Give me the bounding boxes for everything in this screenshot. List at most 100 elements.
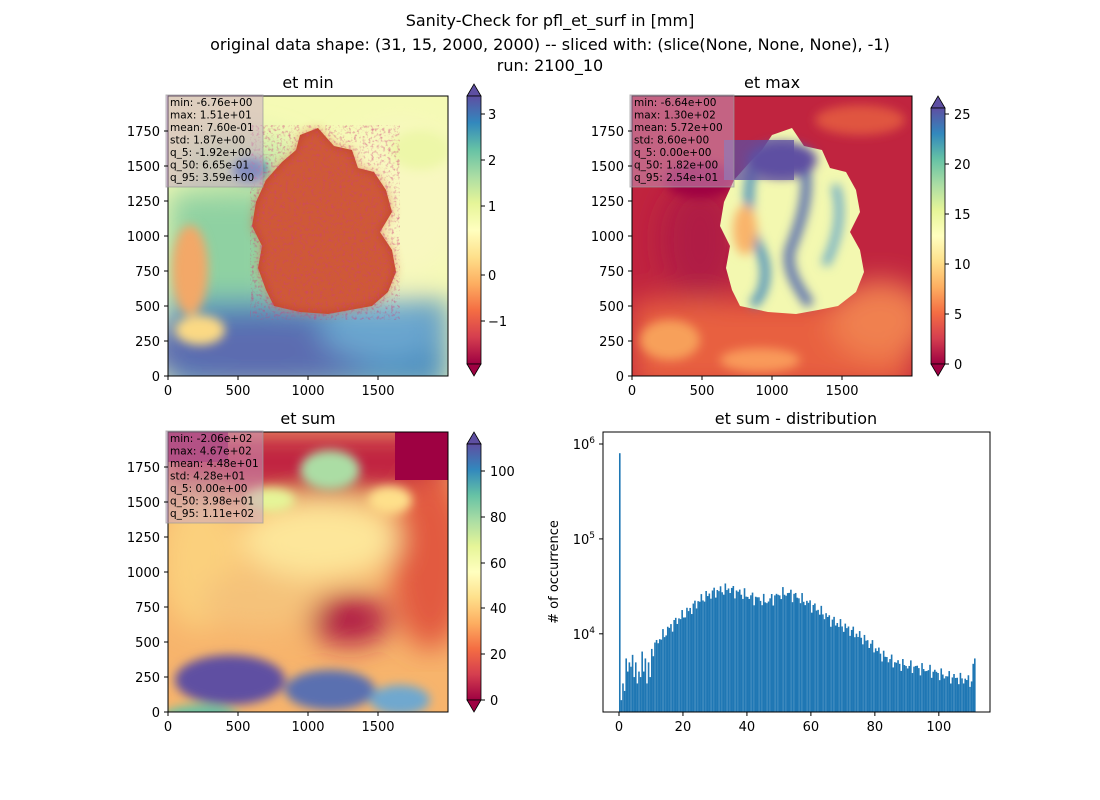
x-tick-label: 500 xyxy=(226,384,251,399)
x-axis-et-max: 0 500 1000 1500 xyxy=(628,376,859,399)
histogram-bar xyxy=(820,605,823,712)
histogram-bar xyxy=(804,605,807,712)
histogram-bar xyxy=(974,658,976,712)
x-tick-label: 500 xyxy=(690,384,715,399)
histogram-bar xyxy=(628,662,631,712)
stat-q5: q_5: 0.00e+00 xyxy=(634,147,711,159)
stat-min: min: -6.76e+00 xyxy=(170,97,252,109)
stat-q50: q_50: 6.65e-01 xyxy=(170,160,249,172)
histogram-bar xyxy=(655,639,658,712)
y-tick-label: 1500 xyxy=(591,160,624,175)
histogram-bar xyxy=(902,659,904,712)
histogram-bar xyxy=(711,590,714,712)
histogram-bar xyxy=(722,594,725,712)
stats-box-et-sum: min: -2.06e+02 max: 4.67e+02 mean: 4.48e… xyxy=(165,430,264,524)
stat-min: min: -6.64e+00 xyxy=(634,97,716,109)
histogram-bar xyxy=(948,671,951,712)
histogram-bar xyxy=(924,671,927,712)
histogram-bar xyxy=(769,598,771,712)
histogram-bar xyxy=(649,677,651,712)
colorbar-tick-label: 5 xyxy=(954,308,962,323)
histogram-bar xyxy=(786,593,789,712)
histogram-bar xyxy=(905,666,907,712)
histogram-bar xyxy=(889,659,891,712)
histogram-bar xyxy=(906,668,909,712)
x-tick-label: 1500 xyxy=(361,720,394,735)
histogram-bar xyxy=(860,637,863,712)
histogram-bar xyxy=(857,636,859,712)
y-tick-label: 1250 xyxy=(127,195,160,210)
histogram-bar xyxy=(916,665,919,712)
histogram-bar xyxy=(799,603,802,712)
histogram-bar xyxy=(650,648,653,712)
histogram-bar xyxy=(759,600,762,712)
colorbar-tick-label: 0 xyxy=(488,269,496,284)
histogram-bar xyxy=(778,595,781,712)
histogram-bar xyxy=(828,615,831,712)
histogram-bar xyxy=(825,613,827,712)
histogram-bar xyxy=(658,639,661,712)
y-tick-label: 1500 xyxy=(127,496,160,511)
histogram-bar xyxy=(670,624,672,712)
histogram-bar xyxy=(682,617,685,712)
histogram-bar xyxy=(641,651,643,712)
histogram-bar xyxy=(791,602,794,712)
histogram-bar xyxy=(882,650,885,712)
histogram-bar xyxy=(897,660,899,712)
histogram-bar xyxy=(783,594,786,712)
stat-q5: q_5: -1.92e+00 xyxy=(170,147,251,159)
histogram-bar xyxy=(854,637,856,712)
y-tick-label: 1000 xyxy=(591,230,624,245)
histogram-bar xyxy=(838,626,840,712)
histogram-bar xyxy=(921,663,923,712)
histogram-bar xyxy=(943,678,946,712)
histogram-bar xyxy=(665,635,667,712)
histogram-bar xyxy=(788,592,791,712)
histogram-bar xyxy=(929,664,931,712)
colorbar-tick-label: 2 xyxy=(488,154,496,169)
histogram-bar xyxy=(900,670,903,712)
histogram-bar xyxy=(836,623,839,712)
colorbar-tick-label: 10 xyxy=(954,258,971,273)
histogram-bar xyxy=(663,637,666,712)
histogram-bar xyxy=(708,593,711,712)
x-tick-label: 1000 xyxy=(755,384,788,399)
histogram-bar xyxy=(830,626,832,712)
histogram-bar xyxy=(798,598,800,712)
histogram-bar xyxy=(716,590,719,712)
colorbar-tick-label: 20 xyxy=(954,158,971,173)
histogram-bar xyxy=(646,683,648,712)
histogram-bar xyxy=(964,678,967,712)
histogram-bar xyxy=(841,626,843,712)
histogram-bar xyxy=(657,643,659,712)
histogram-bar xyxy=(775,593,778,712)
histogram-bar xyxy=(625,658,627,712)
histogram-bar xyxy=(884,656,887,712)
y-tick-label: 1250 xyxy=(127,531,160,546)
y-axis-et-max: 0 250 500 750 1000 1250 1500 1750 xyxy=(591,125,632,385)
histogram-bar xyxy=(954,677,957,712)
histogram-bar xyxy=(945,676,947,712)
histogram-bar xyxy=(738,589,741,712)
stat-mean: mean: 5.72e+00 xyxy=(634,122,723,134)
histogram-bar xyxy=(878,647,880,712)
x-tick-label: 1000 xyxy=(291,720,324,735)
histogram-bar xyxy=(772,605,775,712)
histogram-bar xyxy=(890,654,893,712)
histogram-bar xyxy=(754,596,757,712)
histogram-bar xyxy=(790,589,792,712)
x-tick-label: 60 xyxy=(803,720,820,735)
histogram-bar xyxy=(634,662,637,712)
histogram-bar xyxy=(727,588,730,712)
histogram-bar xyxy=(969,686,971,712)
y-axis-et-min: 0 250 500 750 1000 1250 1500 1750 xyxy=(127,125,168,385)
histogram-bar xyxy=(895,662,898,712)
histogram-bar xyxy=(713,587,715,712)
histogram-bar xyxy=(745,596,747,712)
stats-box-et-max: min: -6.64e+00 max: 1.30e+02 mean: 5.72e… xyxy=(629,94,735,188)
histogram-bar xyxy=(972,663,975,712)
histogram-bar xyxy=(881,661,883,712)
histogram-bar xyxy=(742,598,744,712)
histogram-bar xyxy=(892,667,895,712)
histogram-bar xyxy=(697,601,699,712)
